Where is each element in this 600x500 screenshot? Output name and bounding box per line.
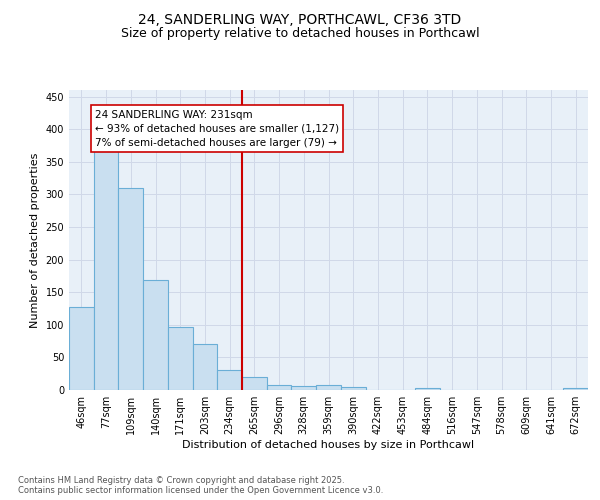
Text: Contains HM Land Registry data © Crown copyright and database right 2025.
Contai: Contains HM Land Registry data © Crown c…	[18, 476, 383, 495]
Bar	[69, 306, 94, 390]
Bar	[292, 386, 316, 390]
Bar	[267, 385, 292, 390]
Bar	[118, 188, 143, 390]
Bar	[94, 146, 118, 390]
Text: Size of property relative to detached houses in Porthcawl: Size of property relative to detached ho…	[121, 28, 479, 40]
Bar	[316, 385, 341, 390]
Text: 24, SANDERLING WAY, PORTHCAWL, CF36 3TD: 24, SANDERLING WAY, PORTHCAWL, CF36 3TD	[139, 12, 461, 26]
Bar	[193, 344, 217, 390]
X-axis label: Distribution of detached houses by size in Porthcawl: Distribution of detached houses by size …	[182, 440, 475, 450]
Text: 24 SANDERLING WAY: 231sqm
← 93% of detached houses are smaller (1,127)
7% of sem: 24 SANDERLING WAY: 231sqm ← 93% of detac…	[95, 110, 339, 148]
Bar	[143, 280, 168, 390]
Bar	[341, 388, 365, 390]
Bar	[415, 388, 440, 390]
Bar	[217, 370, 242, 390]
Bar	[563, 388, 588, 390]
Bar	[242, 377, 267, 390]
Bar	[168, 328, 193, 390]
Y-axis label: Number of detached properties: Number of detached properties	[30, 152, 40, 328]
